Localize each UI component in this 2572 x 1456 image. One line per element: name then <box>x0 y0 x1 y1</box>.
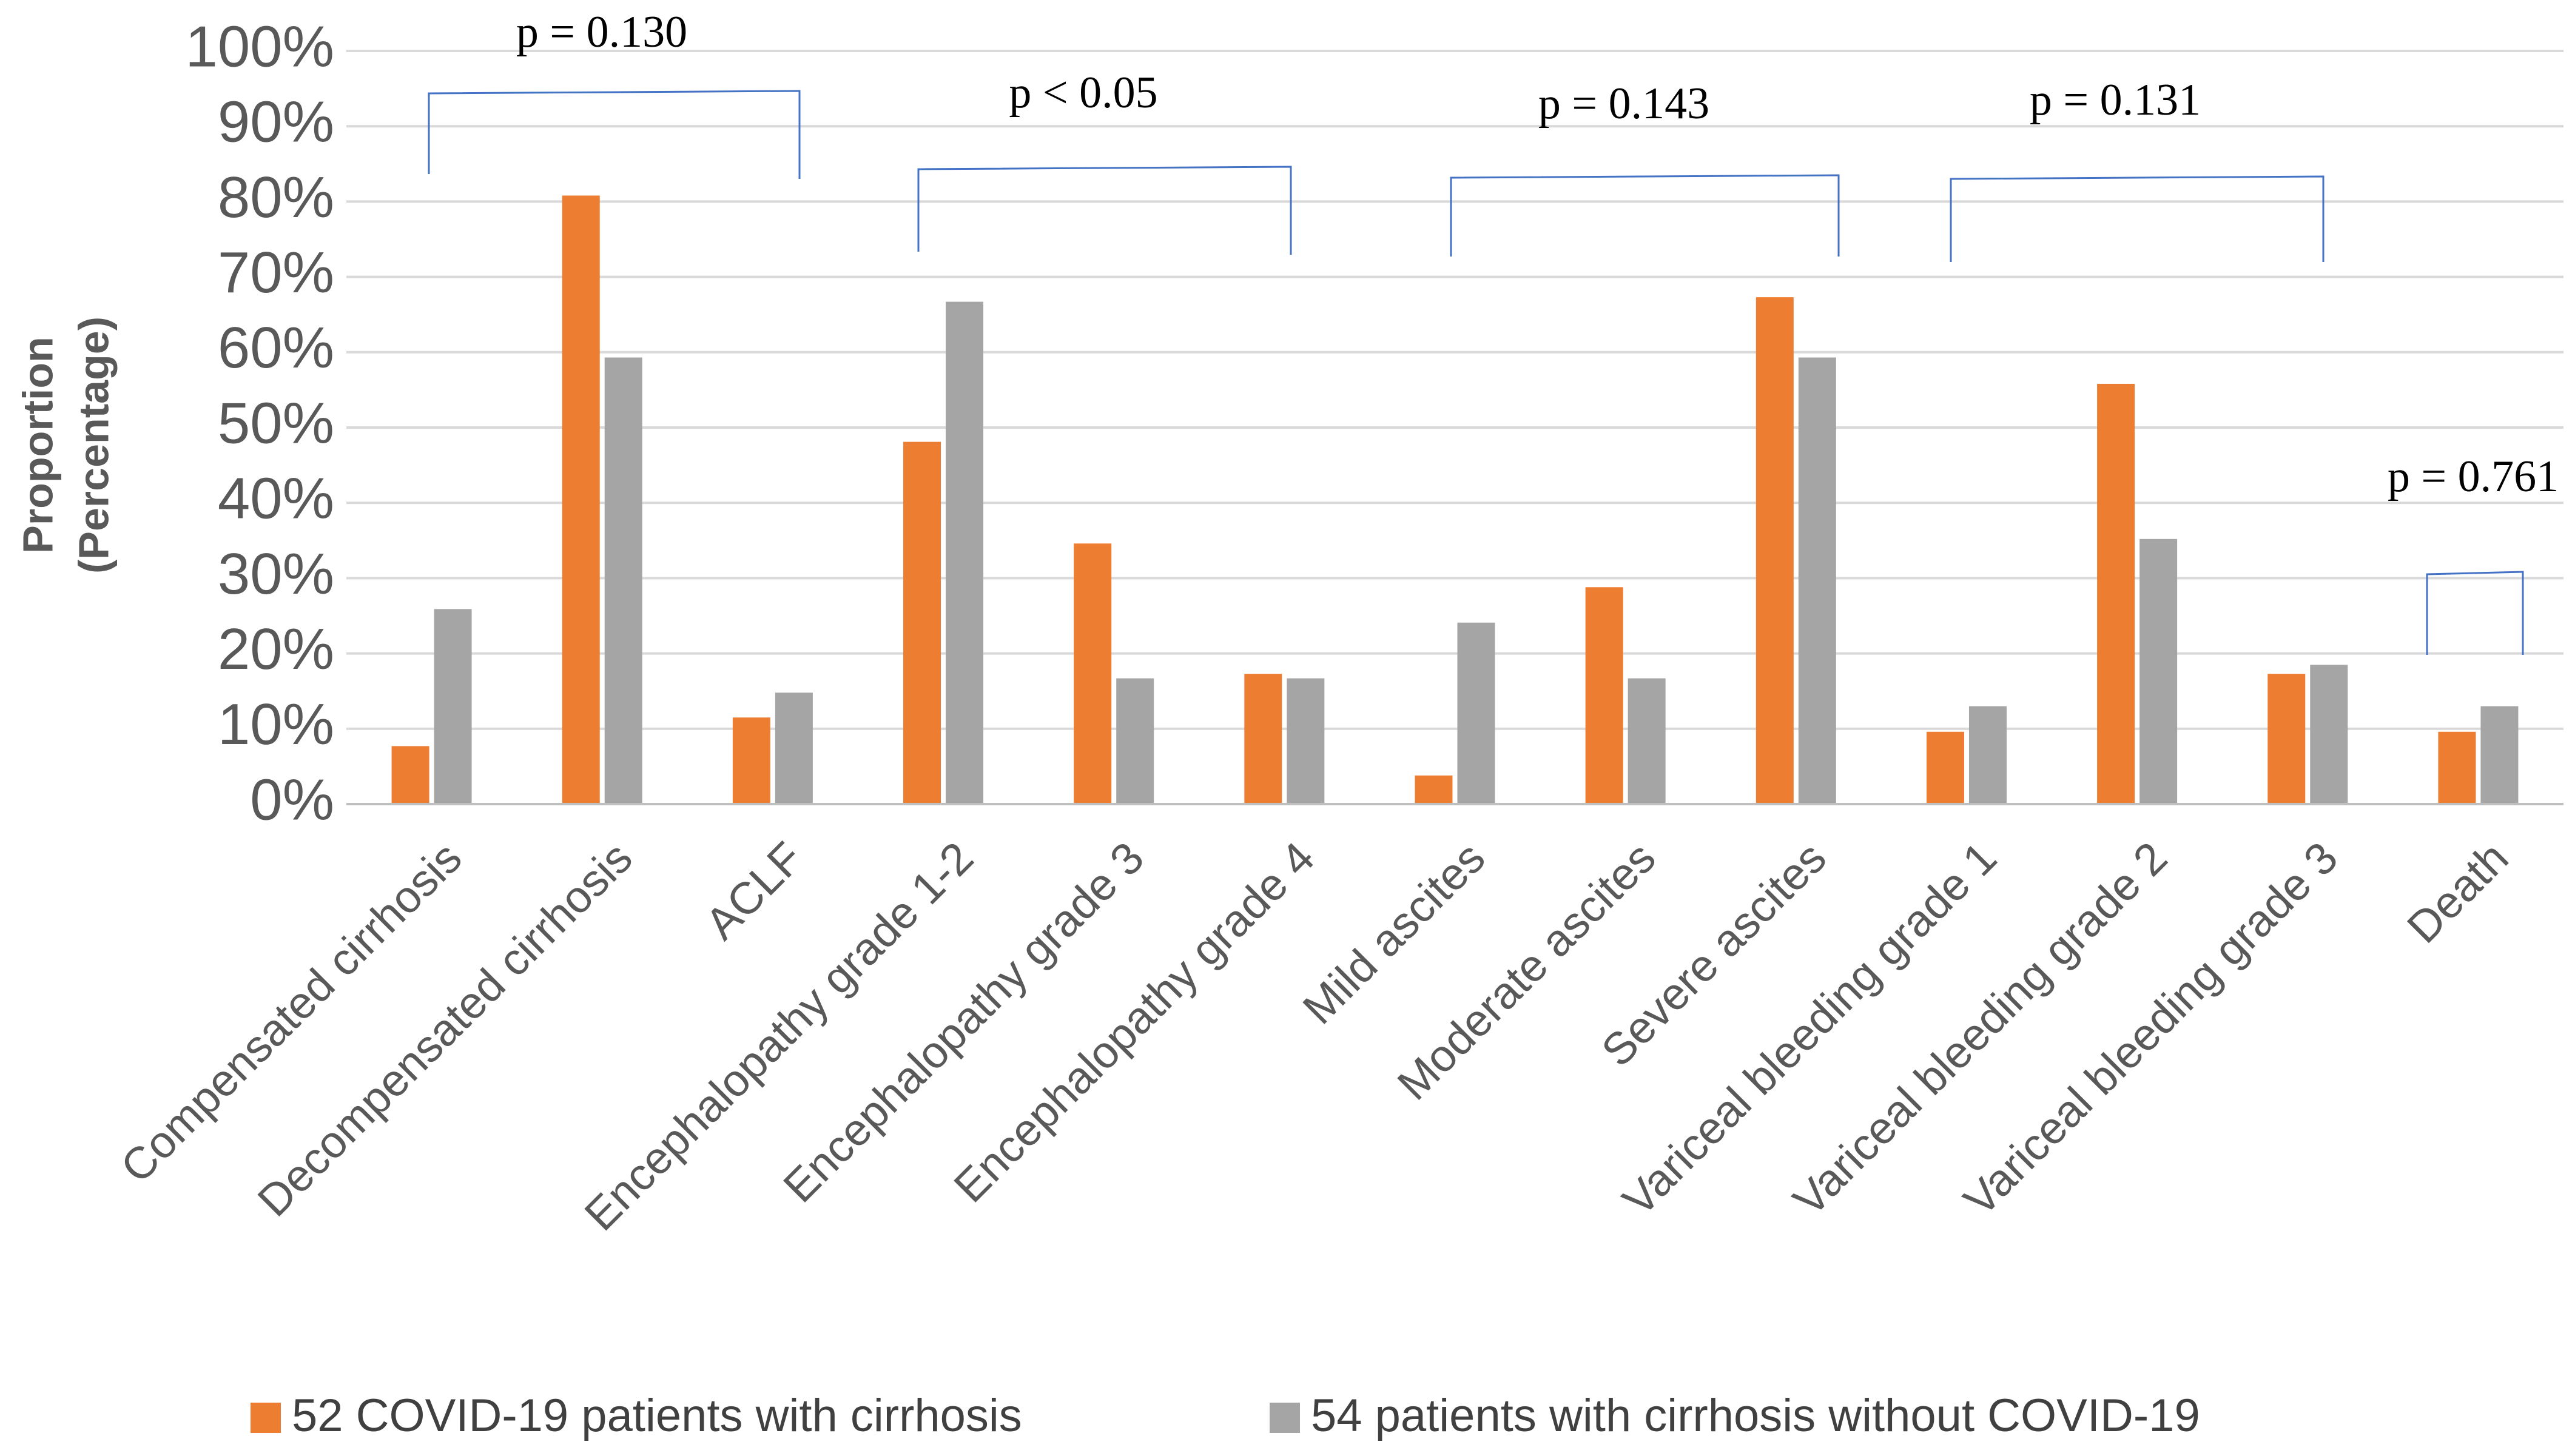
x-tick-label: ACLF <box>696 832 812 948</box>
significance-bracket <box>917 166 1292 255</box>
bar <box>1798 357 1836 804</box>
annotation: p = 0.143 <box>1538 79 1709 129</box>
bar <box>434 609 472 804</box>
bar <box>1628 678 1666 804</box>
y-tick-label: 90% <box>218 90 334 155</box>
y-tick-label: 10% <box>218 692 334 757</box>
legend-item: 54 patients with cirrhosis without COVID… <box>1270 1390 2200 1441</box>
bar <box>1926 731 1964 804</box>
legend-swatch <box>251 1403 281 1433</box>
bar <box>1585 587 1623 804</box>
significance-bracket <box>1950 175 2325 262</box>
bar <box>1116 678 1154 804</box>
bar <box>1968 706 2007 804</box>
bar <box>1074 543 1112 804</box>
legend-item: 52 COVID-19 patients with cirrhosis <box>251 1390 1022 1441</box>
bar <box>2480 706 2519 804</box>
y-axis-title-line: (Percentage) <box>70 317 117 574</box>
annotation: p = 0.761 <box>2388 452 2559 502</box>
significance-bracket <box>1450 174 1840 257</box>
bar <box>604 357 642 804</box>
bar <box>775 693 813 804</box>
x-tick-label: Encephalopathy grade 4 <box>944 832 1324 1212</box>
significance-bracket <box>428 90 801 179</box>
annotation: p = 0.131 <box>2030 75 2201 125</box>
legend-label: 54 patients with cirrhosis without COVID… <box>1311 1390 2200 1441</box>
bar <box>2139 538 2178 804</box>
bar <box>1415 775 1453 804</box>
y-tick-label: 0% <box>250 767 334 832</box>
bar <box>2438 731 2476 804</box>
y-axis-title-line: Proportion <box>14 337 61 554</box>
x-tick-label: Compensated cirrhosis <box>111 832 471 1192</box>
x-tick-label: Death <box>2397 832 2517 952</box>
y-tick-label: 30% <box>218 542 334 606</box>
bar <box>1244 674 1282 804</box>
y-tick-label: 70% <box>218 240 334 305</box>
bar <box>562 195 600 804</box>
y-tick-label: 50% <box>218 391 334 455</box>
legend-swatch <box>1270 1403 1300 1433</box>
bar <box>391 746 429 804</box>
legend-label: 52 COVID-19 patients with cirrhosis <box>292 1390 1022 1441</box>
bar <box>946 301 984 804</box>
annotation: p < 0.05 <box>1009 68 1157 118</box>
bar <box>903 441 941 804</box>
bar <box>2310 665 2348 804</box>
y-tick-label: 20% <box>218 617 334 682</box>
y-tick-label: 100% <box>185 14 334 79</box>
significance-bracket <box>2426 571 2524 655</box>
bar <box>1287 678 1325 804</box>
x-tick-label: Encephalopathy grade 3 <box>773 832 1153 1212</box>
bar <box>1756 297 1794 804</box>
bar <box>2267 674 2306 804</box>
y-tick-label: 40% <box>218 466 334 531</box>
bar <box>2097 383 2135 804</box>
y-tick-label: 80% <box>218 165 334 230</box>
y-tick-label: 60% <box>218 315 334 380</box>
bar <box>1457 622 1495 804</box>
annotation: p = 0.130 <box>516 7 687 57</box>
y-axis-title: Proportion (Percentage) <box>14 317 117 574</box>
bar <box>732 717 770 804</box>
